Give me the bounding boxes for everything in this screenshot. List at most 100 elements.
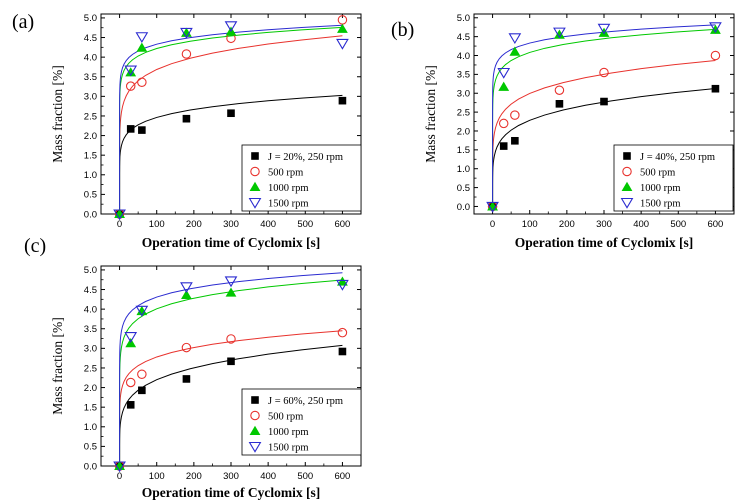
data-point-series-4 [508,33,522,45]
legend-label-series-1: J = 20%, 250 rpm [268,152,343,163]
data-point-series-4 [113,209,126,221]
legend-box [241,144,362,212]
legend-marker-series-3 [621,181,633,191]
data-point-series-1 [600,97,608,106]
y-tick-label: 1.5 [84,402,97,413]
y-tick-label: 2.5 [457,107,470,118]
y-tick-label: 3.0 [457,89,470,100]
data-point-series-2 [137,77,147,87]
legend-marker-series-4 [620,197,634,209]
x-tick-label: 100 [149,219,165,230]
panel-label: (a) [12,11,34,33]
y-tick-label: 0.0 [457,202,470,213]
data-point-series-4 [124,332,138,343]
y-tick-label: 2.0 [84,131,97,142]
data-point-series-3 [114,208,125,218]
x-tick-label: 0 [490,219,495,230]
y-tick-label: 1.5 [84,150,97,161]
y-axis-title: Mass fraction [%] [50,65,65,162]
data-point-series-4 [224,276,238,288]
y-tick-label: 2.5 [84,111,97,122]
y-axis-title: Mass fraction [%] [50,317,65,414]
data-point-series-1 [338,347,347,356]
y-tick-label: 1.0 [84,170,97,181]
data-point-series-1 [227,357,235,366]
x-tick-label: 200 [186,219,202,230]
panel-label: (b) [391,19,414,41]
data-point-series-4 [336,279,349,291]
panel-1: (a) 0 100 200 300 400 500 600 0.0 0.5 1.0 1.5 2.0 2.5… [12,11,362,250]
data-point-series-3 [136,42,148,52]
y-tick-label: 4.0 [84,52,97,63]
data-point-series-3 [710,24,721,34]
data-point-series-3 [181,289,192,300]
x-tick-label: 300 [223,471,239,482]
legend-label-series-3: 1000 rpm [640,183,681,194]
x-tick-label: 400 [633,219,649,230]
data-point-series-3 [125,67,137,77]
y-tick-label: 0.0 [84,461,97,472]
y-tick-label: 3.5 [84,324,97,335]
legend-label-series-4: 1500 rpm [268,198,309,209]
legend-label-series-1: J = 40%, 250 rpm [640,152,715,163]
data-point-series-4 [135,32,149,44]
y-tick-label: 3.0 [84,344,97,355]
data-point-series-1 [182,114,191,123]
data-point-series-4 [180,27,193,39]
legend-marker-series-2 [622,166,632,177]
data-point-series-2 [337,327,348,338]
y-axis-title: Mass fraction [%] [423,65,438,162]
y-tick-label: 0.5 [84,442,97,453]
data-point-series-3 [509,46,521,56]
data-point-series-2 [599,67,609,78]
data-point-series-4 [709,22,722,34]
data-point-series-4 [180,282,193,294]
legend-box [241,388,362,456]
y-tick-label: 0.0 [84,209,97,220]
data-point-series-3 [598,27,610,37]
fit-curve-series-4 [492,24,716,207]
legend-marker-series-2 [250,166,260,177]
data-point-series-3 [487,201,498,211]
data-point-series-1 [182,375,191,383]
data-point-series-1 [126,401,135,409]
data-point-series-1 [499,142,508,150]
data-point-series-3 [337,276,348,286]
data-point-series-1 [555,100,564,108]
panel-label: (c) [24,235,46,257]
data-point-series-2 [710,50,721,61]
y-tick-label: 5.0 [84,265,97,276]
data-point-series-3 [225,287,237,297]
legend-label-series-2: 500 rpm [640,167,675,178]
data-point-series-4 [597,23,611,35]
legend-marker-series-1 [251,396,259,404]
legend-label-series-4: 1500 rpm [640,198,681,209]
y-tick-label: 5.0 [84,13,97,24]
x-tick-label: 600 [334,471,350,482]
y-tick-label: 3.0 [84,92,97,103]
data-point-series-3 [136,305,148,316]
x-tick-label: 200 [559,219,575,230]
x-tick-label: 400 [260,219,276,230]
x-tick-label: 600 [334,219,350,230]
data-point-series-1 [138,386,146,395]
legend-marker-series-2 [250,410,260,421]
legend-label-series-4: 1500 rpm [268,442,309,453]
data-point-series-3 [181,27,192,37]
data-point-series-4 [124,65,138,77]
legend-label-series-3: 1000 rpm [268,183,309,194]
legend-label-series-1: J = 60%, 250 rpm [268,396,343,407]
legend-marker-series-4 [248,197,262,209]
legend-label-series-2: 500 rpm [268,167,303,178]
y-tick-label: 3.5 [84,72,97,83]
data-point-series-1 [711,84,720,93]
data-point-series-2 [181,49,192,59]
x-tick-label: 100 [522,219,538,230]
y-tick-label: 2.5 [84,363,97,374]
data-point-series-3 [554,29,565,39]
x-tick-label: 500 [670,219,686,230]
data-point-series-2 [498,118,509,129]
data-point-series-2 [125,81,136,91]
y-tick-label: 2.0 [457,126,470,137]
